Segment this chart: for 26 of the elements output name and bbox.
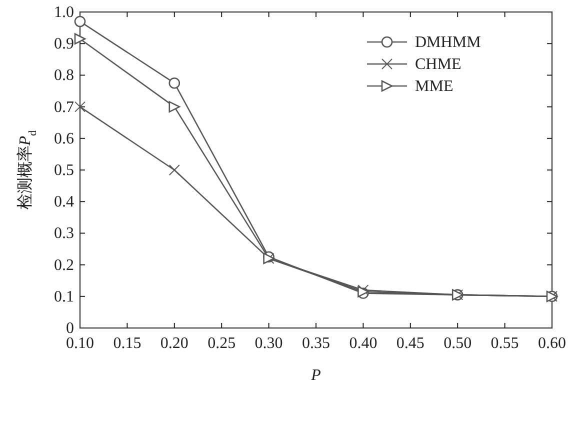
x-tick-label: 0.10	[66, 335, 94, 352]
x-tick-label: 0.50	[444, 335, 472, 352]
y-tick-label: 0	[66, 320, 74, 337]
y-tick-label: 0.3	[54, 225, 74, 242]
x-tick-label: 0.45	[396, 335, 424, 352]
y-tick-label: 0.8	[54, 67, 74, 84]
legend-label: CHME	[415, 56, 462, 73]
x-tick-label: 0.25	[208, 335, 236, 352]
x-tick-label: 0.55	[490, 335, 519, 352]
legend-label: DMHMM	[415, 34, 481, 51]
x-tick-label: 0.15	[113, 335, 142, 352]
y-tick-label: 1.0	[54, 4, 74, 21]
x-tick-label: 0.30	[254, 335, 283, 352]
y-tick-label: 0.1	[54, 288, 74, 306]
x-tick-label: 0.60	[538, 335, 566, 352]
y-tick-label: 0.6	[54, 130, 74, 148]
y-tick-label: 0.4	[54, 194, 74, 211]
legend-label: MME	[415, 78, 454, 95]
y-tick-label: 0.5	[54, 162, 74, 179]
y-tick-label: 0.9	[54, 36, 74, 53]
x-tick-label: 0.40	[349, 335, 378, 352]
x-tick-label: 0.20	[160, 335, 188, 352]
y-tick-label: 0.2	[54, 256, 74, 274]
x-axis-title: P	[310, 367, 322, 384]
x-tick-label: 0.35	[302, 335, 330, 352]
y-tick-label: 0.7	[54, 98, 74, 116]
